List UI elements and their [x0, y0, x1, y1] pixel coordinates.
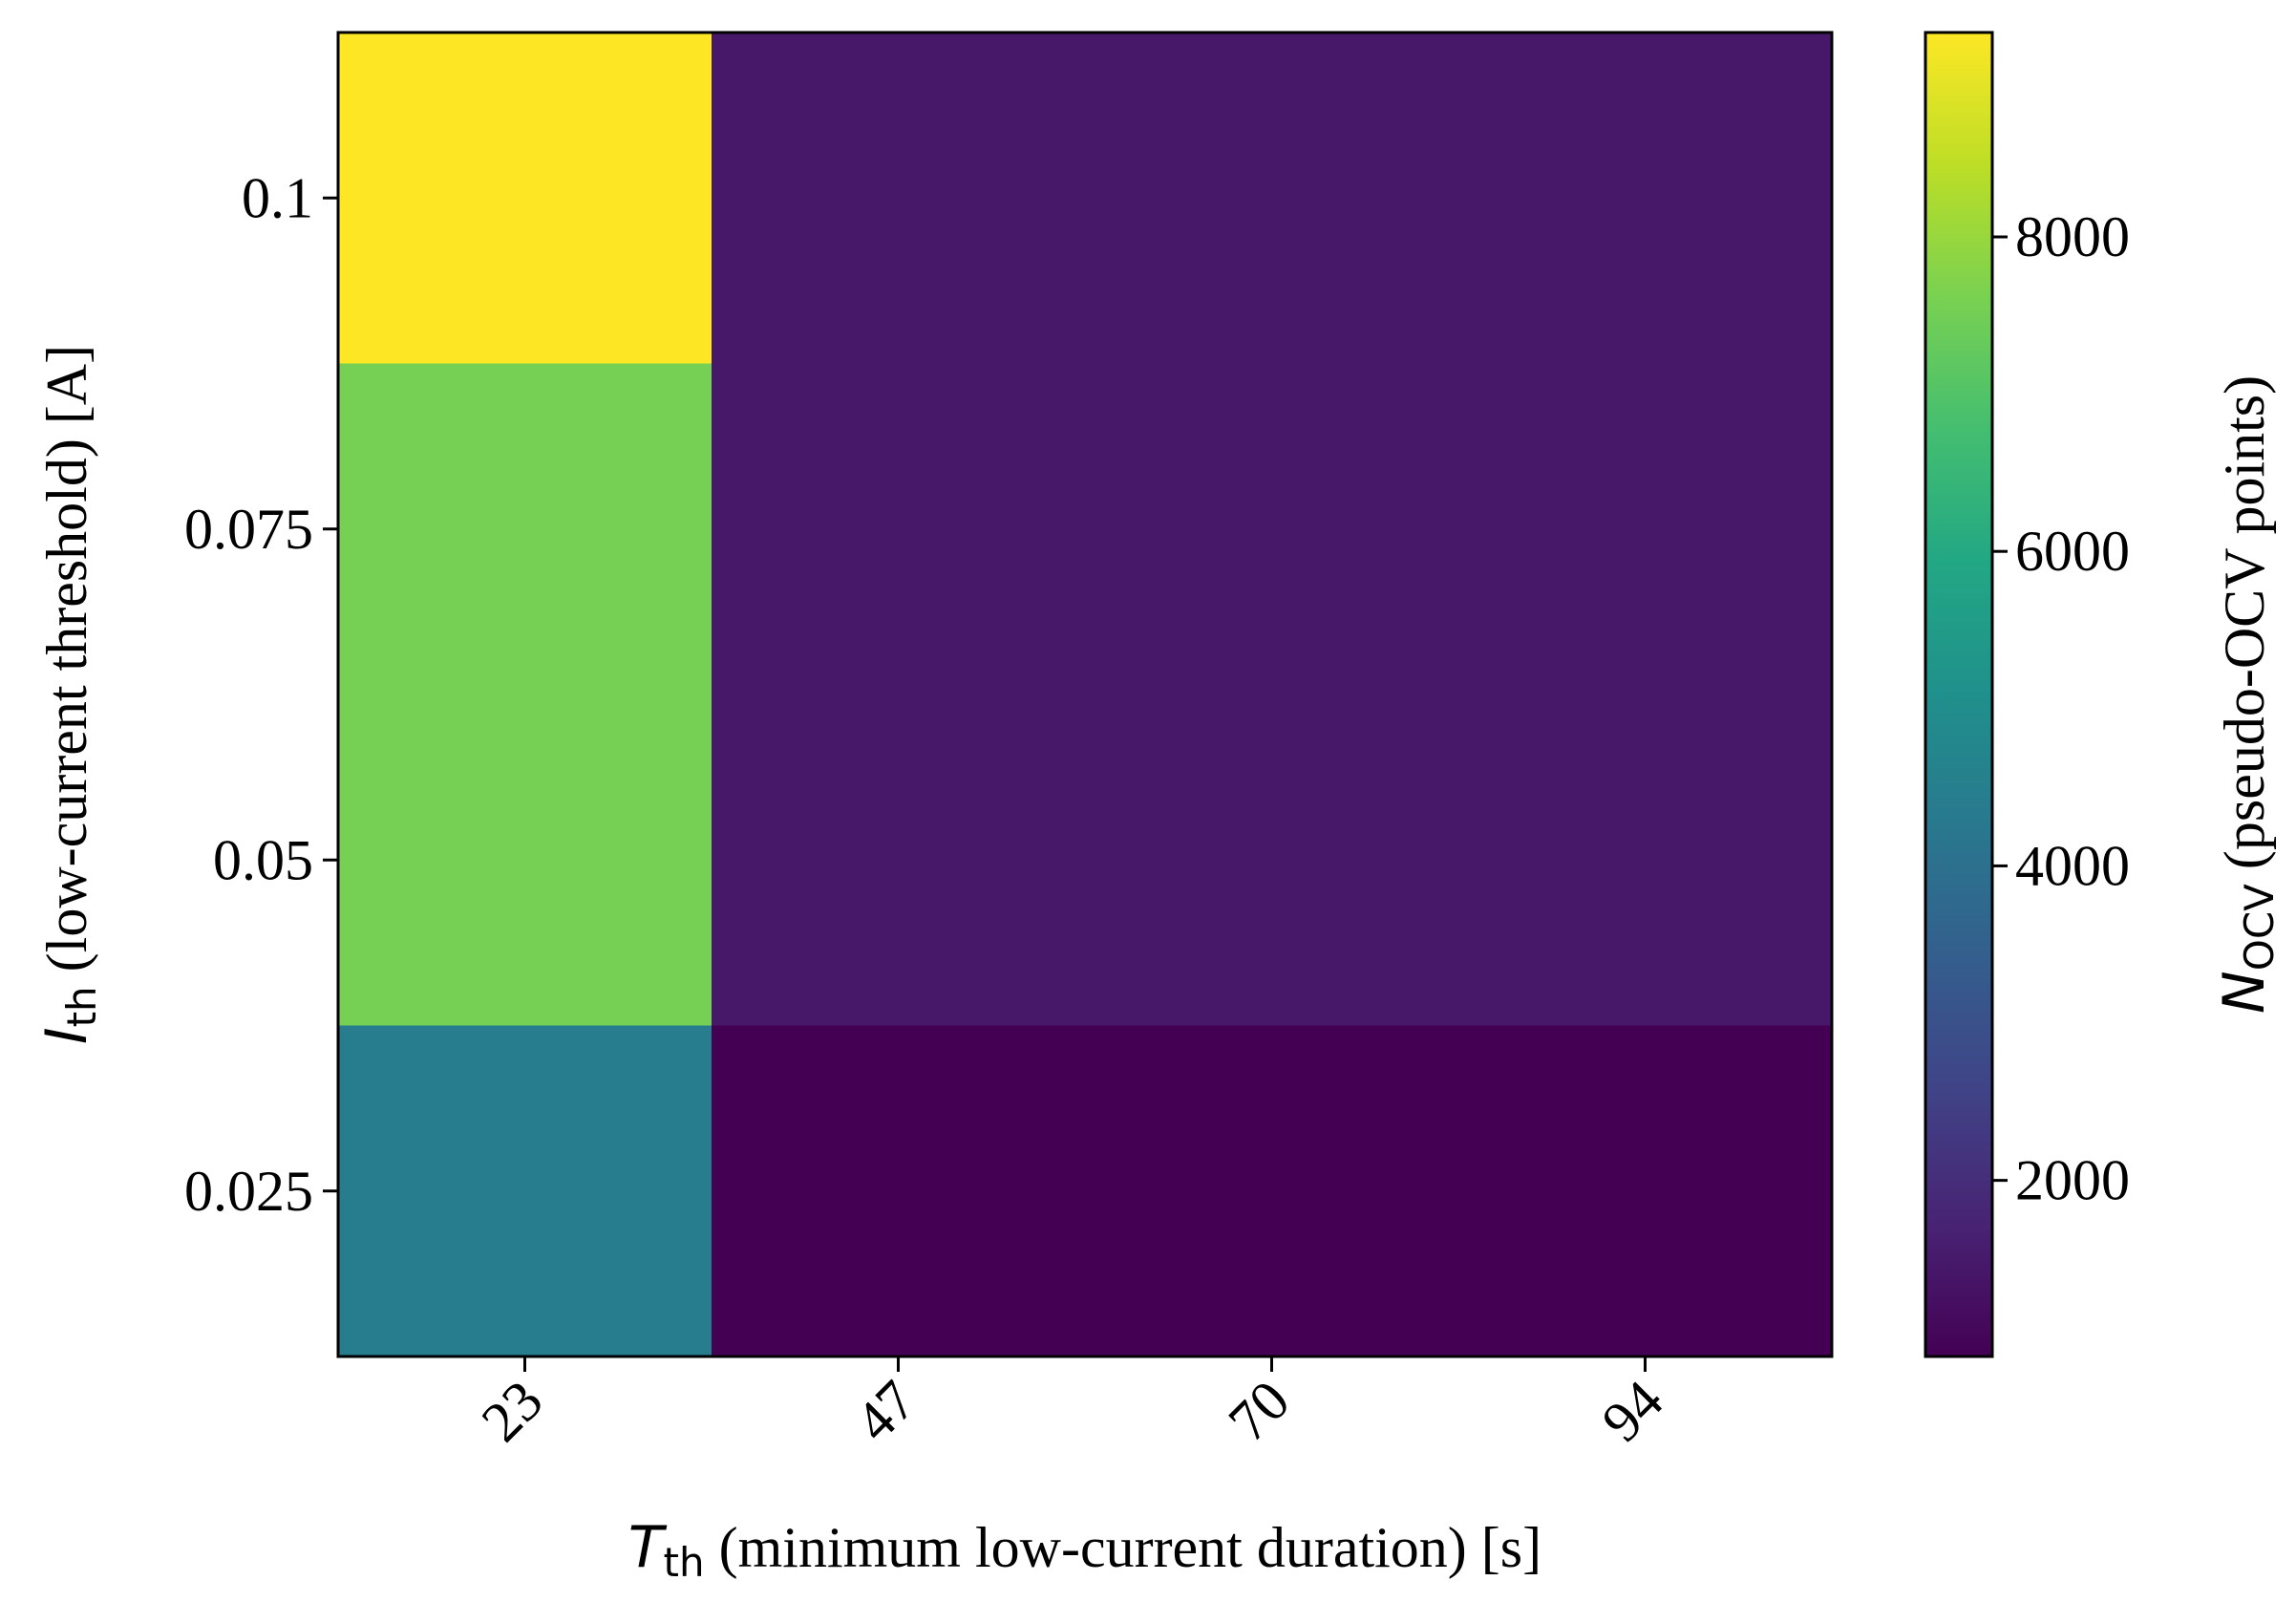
- heatmap-cell: [1085, 694, 1459, 1027]
- colorbar-tick-label: 8000: [2015, 205, 2130, 268]
- colorbar-tick-label: 2000: [2015, 1149, 2130, 1212]
- heatmap-cell: [1458, 32, 1833, 365]
- heatmap-cell: [1085, 32, 1459, 365]
- x-tick-label: 23: [470, 1369, 555, 1454]
- y-axis-ticks: 0.1 0.075 0.05 0.025: [184, 166, 338, 1223]
- colorbar-tick-label: 4000: [2015, 834, 2130, 897]
- x-axis-label: Tth (minimum low-current duration) [s]: [628, 1514, 1541, 1586]
- heatmap-cell: [1458, 694, 1833, 1027]
- heatmap-cell: [712, 32, 1086, 365]
- colorbar-ticks: 2000 4000 6000 8000: [1992, 205, 2130, 1212]
- heatmap-cell: [1085, 363, 1459, 695]
- y-axis-label: Ith (low-current threshold) [A]: [33, 345, 105, 1044]
- x-tick-label: 70: [1217, 1369, 1302, 1454]
- heatmap-cell: [712, 363, 1086, 695]
- y-tick-label: 0.025: [184, 1160, 313, 1223]
- colorbar-label: NOCV (pseudo-OCV points): [2211, 375, 2283, 1014]
- colorbar: [1924, 31, 1994, 1358]
- heatmap-cell: [1458, 1025, 1833, 1357]
- heatmap-cell: [338, 32, 712, 365]
- heatmap-cell: [338, 363, 712, 695]
- plot-frame: [336, 31, 1834, 1358]
- y-tick-label: 0.05: [213, 828, 313, 891]
- colorbar-tick-label: 6000: [2015, 520, 2130, 583]
- x-axis-ticks: 23 47 70 94: [470, 1356, 1675, 1454]
- heatmap-cell: [712, 1025, 1086, 1357]
- heatmap-cell: [1085, 1025, 1459, 1357]
- heatmap-cell: [338, 1025, 712, 1357]
- heatmap-cell: [1458, 363, 1833, 695]
- heatmap-cell: [712, 694, 1086, 1027]
- heatmap-cells: [338, 32, 1833, 1357]
- y-tick-label: 0.1: [242, 166, 313, 229]
- x-tick-label: 94: [1590, 1369, 1675, 1454]
- y-tick-label: 0.075: [184, 498, 313, 561]
- heatmap-cell: [338, 694, 712, 1027]
- x-tick-label: 47: [843, 1369, 928, 1454]
